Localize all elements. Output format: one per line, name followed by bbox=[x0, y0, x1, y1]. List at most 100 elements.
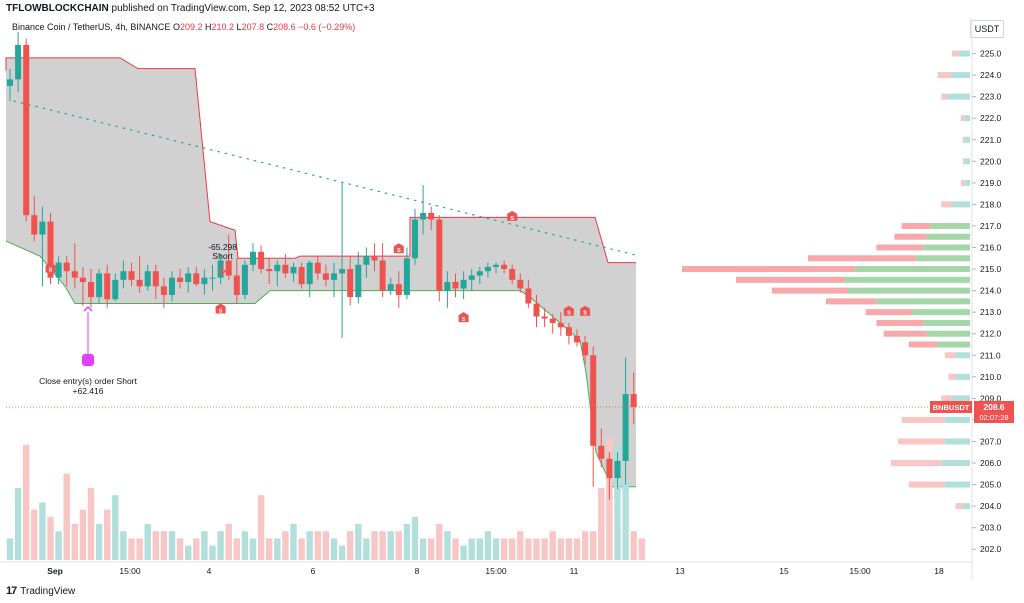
price-tick-label: 216.0 bbox=[980, 243, 1002, 253]
candle-body bbox=[144, 271, 151, 287]
candle-body bbox=[476, 271, 483, 276]
sell-signal-marker bbox=[45, 262, 56, 273]
time-tick-label: 15 bbox=[779, 566, 789, 576]
volume-bar bbox=[590, 531, 597, 560]
candle-body bbox=[31, 215, 38, 235]
sell-signal-label: S bbox=[510, 216, 514, 222]
sell-signal-label: S bbox=[462, 317, 466, 323]
candle-body bbox=[233, 275, 240, 295]
volume-profile-buy-bar bbox=[946, 93, 970, 100]
volume-bar bbox=[201, 531, 208, 560]
candle-body bbox=[565, 327, 572, 336]
close-order-pnl: +62.416 bbox=[73, 386, 104, 396]
volume-profile-sell-bar bbox=[908, 341, 938, 348]
candle-body bbox=[63, 262, 70, 272]
volume-profile-sell-bar bbox=[948, 373, 956, 380]
volume-profile-buy-bar bbox=[944, 438, 970, 445]
price-tick-label: 219.0 bbox=[980, 178, 1002, 188]
volume-profile-buy-bar bbox=[944, 416, 970, 423]
volume-profile-sell-bar bbox=[894, 233, 927, 240]
volume-profile-buy-bar bbox=[844, 276, 970, 283]
price-tick-label: 218.0 bbox=[980, 199, 1002, 209]
sell-signal-label: S bbox=[583, 311, 587, 317]
volume-bar bbox=[241, 531, 249, 560]
volume-bar bbox=[120, 531, 127, 560]
candle-body bbox=[177, 277, 184, 282]
price-tick-label: 212.0 bbox=[980, 329, 1002, 339]
volume-profile-buy-bar bbox=[847, 287, 970, 294]
sell-signal-marker bbox=[507, 210, 518, 221]
volume-profile-buy-bar bbox=[930, 222, 970, 229]
price-tick-label: 204.0 bbox=[980, 501, 1002, 511]
volume-bar bbox=[395, 531, 402, 560]
candle-body bbox=[71, 271, 78, 278]
price-tick-label: 213.0 bbox=[980, 307, 1002, 317]
candle-body bbox=[152, 271, 159, 287]
candle-body bbox=[217, 260, 224, 278]
volume-profile-buy-bar bbox=[964, 115, 970, 122]
volume-profile-sell-bar bbox=[952, 50, 960, 57]
volume-bar bbox=[31, 509, 38, 560]
candle-body bbox=[630, 394, 637, 407]
time-tick-label: Sep bbox=[47, 566, 63, 576]
candle-body bbox=[339, 269, 346, 274]
price-tick-label: 215.0 bbox=[980, 264, 1002, 274]
candle-body bbox=[88, 281, 94, 298]
symbol-name: Binance Coin / TetherUS, 4h, BINANCE bbox=[12, 22, 171, 32]
volume-bar bbox=[104, 509, 111, 560]
sell-signal-label: S bbox=[219, 309, 223, 315]
currency-button[interactable]: USDT bbox=[970, 20, 1004, 38]
volume-bar bbox=[330, 538, 338, 560]
candle-body bbox=[266, 269, 273, 272]
price-tick-label: 223.0 bbox=[980, 92, 1002, 102]
sell-signal-label: S bbox=[567, 311, 571, 317]
volume-bar bbox=[6, 538, 14, 560]
volume-profile-buy-bar bbox=[916, 255, 970, 262]
candle-body bbox=[314, 262, 321, 274]
candle-body bbox=[582, 342, 589, 356]
candle-body bbox=[460, 279, 467, 289]
volume-profile-sell-bar bbox=[901, 222, 931, 229]
volume-profile-sell-bar bbox=[941, 201, 952, 208]
candle-body bbox=[23, 44, 30, 216]
publish-header: TFLOWBLOCKCHAIN published on TradingView… bbox=[0, 0, 1024, 18]
price-tick-label: 207.0 bbox=[980, 436, 1002, 446]
candle-body bbox=[517, 279, 524, 289]
volume-bar bbox=[128, 538, 135, 560]
volume-bar bbox=[298, 538, 305, 560]
candle-body bbox=[282, 264, 289, 274]
volume-bar bbox=[476, 538, 483, 560]
candle-body bbox=[614, 460, 621, 479]
volume-profile-buy-bar bbox=[876, 298, 970, 305]
candle-body bbox=[209, 277, 216, 279]
price-tick-label: 225.0 bbox=[980, 49, 1002, 59]
publish-line: TFLOWBLOCKCHAIN published on TradingView… bbox=[6, 3, 375, 14]
close-order-label: Close entry(s) order Short bbox=[39, 376, 137, 386]
candle-body bbox=[484, 266, 491, 272]
candle-body bbox=[347, 269, 354, 298]
volume-bar bbox=[63, 473, 70, 560]
volume-bar bbox=[428, 538, 435, 560]
publish-text: published on TradingView.com, Sep 12, 20… bbox=[111, 3, 375, 14]
candle-body bbox=[533, 303, 540, 317]
candle-body bbox=[493, 264, 499, 267]
candle-body bbox=[428, 213, 435, 220]
volume-bar bbox=[168, 531, 176, 560]
volume-profile-sell-bar bbox=[941, 93, 947, 100]
short-entry-arrow-icon bbox=[219, 265, 227, 276]
price-tick-label: 222.0 bbox=[980, 113, 1002, 123]
candle-body bbox=[258, 251, 265, 270]
volume-bar bbox=[79, 509, 87, 560]
candle-body bbox=[298, 266, 305, 285]
candle-body bbox=[322, 273, 329, 280]
volume-profile-buy-bar bbox=[923, 319, 970, 326]
volume-profile-buy-bar bbox=[964, 158, 970, 165]
volume-bar bbox=[47, 516, 54, 560]
volume-bar bbox=[87, 488, 95, 560]
volume-profile-sell-bar bbox=[937, 72, 952, 79]
volume-bar bbox=[387, 531, 394, 560]
volume-profile-buy-bar bbox=[937, 341, 970, 348]
volume-bar bbox=[492, 538, 500, 560]
candle-body bbox=[96, 273, 103, 298]
